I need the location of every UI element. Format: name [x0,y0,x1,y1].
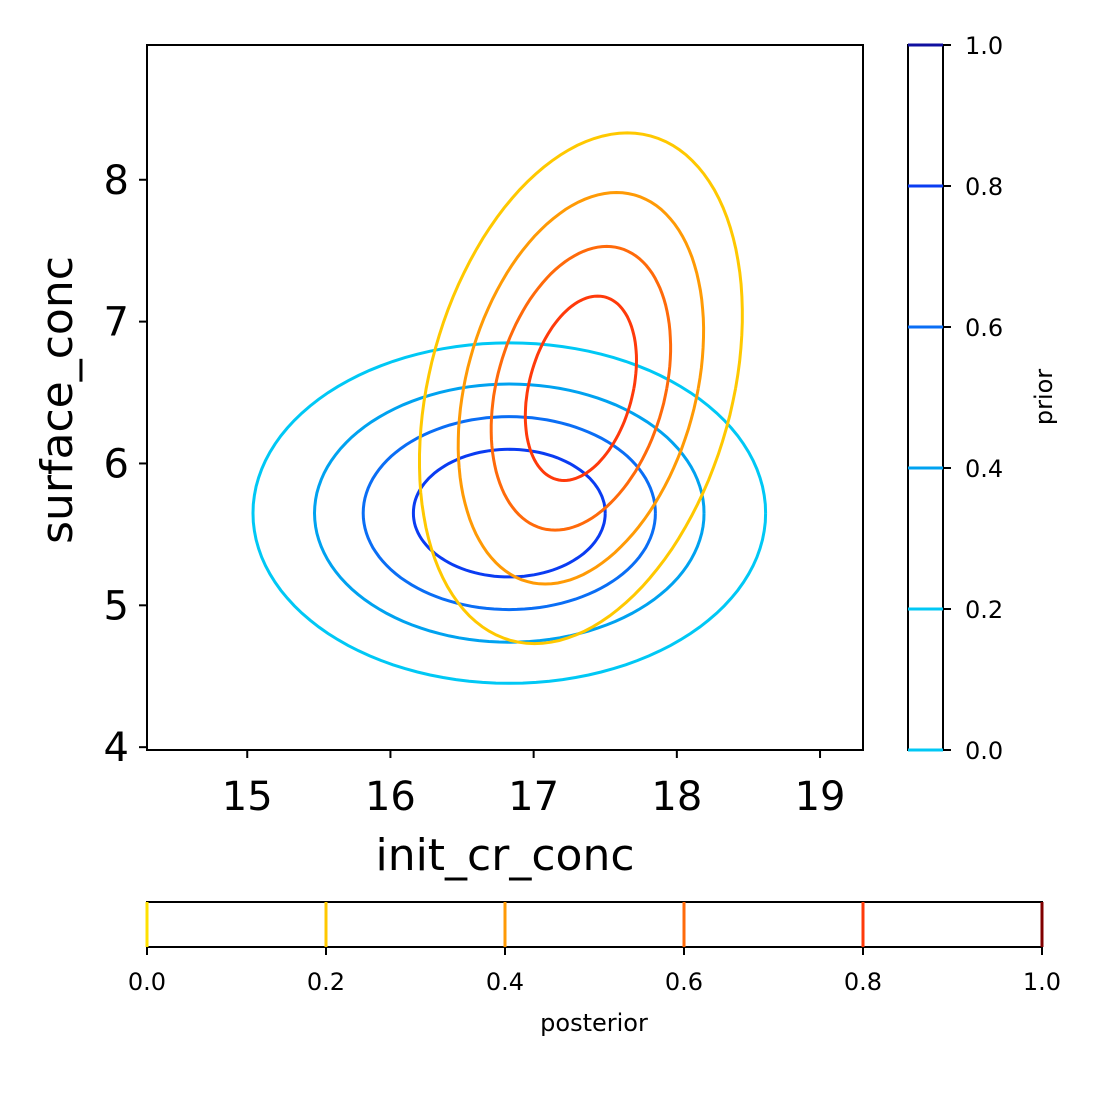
prior-contour-0.6 [361,415,657,612]
posterior-colorbar: posterior 0.0 0.2 0.4 0.6 0.8 1.0 [128,901,1061,1037]
prior-contour-0.4 [312,382,706,644]
y-tick-label: 7 [104,300,129,346]
x-tick-label: 19 [795,774,846,820]
posterior-contour-0.2 [418,131,744,646]
y-tick-label: 4 [104,725,129,771]
posterior-contour-0.4 [456,190,706,586]
y-axis-label: surface_conc [32,256,83,544]
x-tick-label: 15 [222,774,273,820]
contour-lines [251,131,768,685]
posterior-colorbar-tick-label: 0.2 [307,968,345,996]
prior-colorbar-frame [907,44,944,751]
prior-colorbar-tick-label: 0.8 [965,173,1003,201]
posterior-contour-0.6 [489,244,673,532]
posterior-colorbar-tick-label: 1.0 [1023,968,1061,996]
posterior-colorbar-tick-label: 0.8 [844,968,882,996]
plot-frame [146,44,864,751]
x-tick-label: 18 [651,774,702,820]
posterior-colorbar-tick-label: 0.0 [128,968,166,996]
y-tick-label: 5 [104,583,129,629]
prior-colorbar-tick-label: 0.6 [965,314,1003,342]
prior-colorbar-tick-label: 0.2 [965,596,1003,624]
y-tick-label: 8 [104,158,129,204]
x-axis-label: init_cr_conc [375,830,634,881]
x-tick-label: 17 [508,774,559,820]
posterior-colorbar-tick-label: 0.4 [486,968,524,996]
posterior-colorbar-label: posterior [540,1009,648,1037]
y-axis-ticks: 4 5 6 7 8 [104,158,147,771]
y-tick-label: 6 [104,441,129,487]
posterior-colorbar-frame [146,901,1043,948]
prior-contour-0.8 [411,447,607,579]
prior-colorbar-tick-label: 0.0 [965,737,1003,765]
prior-colorbar-tick-label: 1.0 [965,32,1003,60]
posterior-contour-0.8 [523,294,639,483]
prior-contour-0.2 [251,341,768,685]
prior-colorbar-label: prior [1030,369,1058,425]
posterior-colorbar-tick-label: 0.6 [665,968,703,996]
prior-colorbar: prior 0.0 0.2 0.4 0.6 0.8 1.0 [907,32,1058,765]
x-axis-ticks: 15 16 17 18 19 [222,750,846,820]
prior-colorbar-tick-label: 0.4 [965,455,1003,483]
x-tick-label: 16 [365,774,416,820]
